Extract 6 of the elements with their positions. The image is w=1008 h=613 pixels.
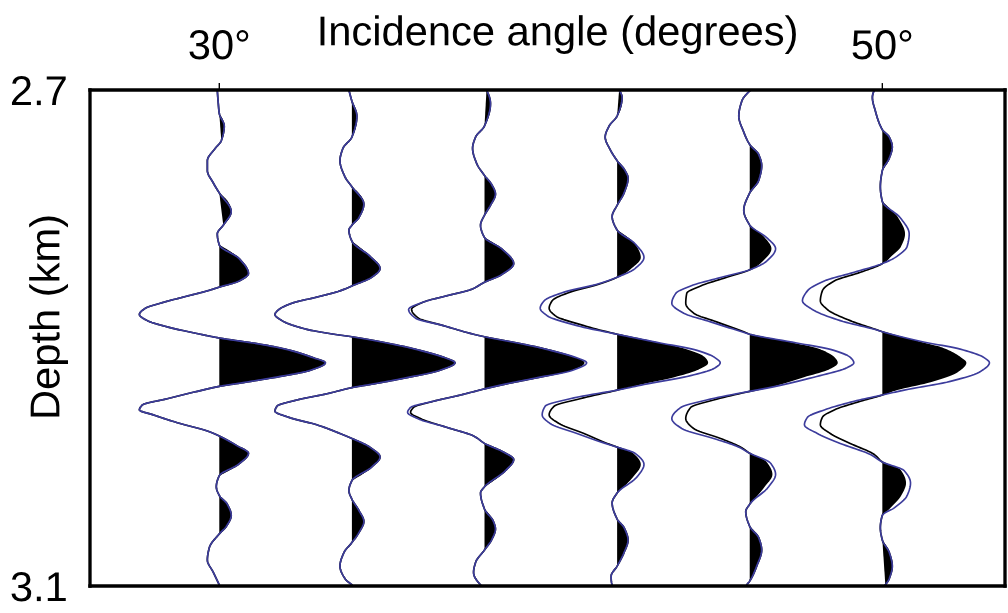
x-axis-title: Incidence angle (degrees) — [320, 15, 796, 54]
x-tick-label: 50° — [852, 30, 912, 60]
x-tick-label: 30° — [189, 30, 249, 60]
y-axis-title: Depth (km) — [29, 216, 68, 417]
y-tick-label: 2.7 — [11, 76, 66, 106]
y-tick-label: 3.1 — [11, 572, 66, 602]
